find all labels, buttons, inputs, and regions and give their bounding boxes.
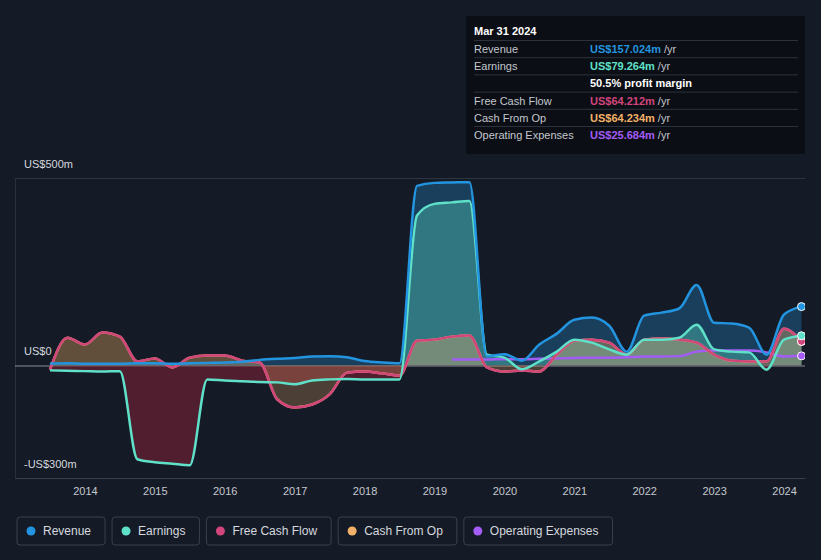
tooltip-title: Mar 31 2024 (474, 25, 537, 37)
legend-dot (216, 527, 225, 536)
tooltip-value: US$25.684m (590, 129, 655, 141)
tooltip-separator (474, 40, 798, 41)
legend-box[interactable] (206, 517, 331, 545)
legend-dot (473, 527, 482, 536)
earnings-area-negative (50, 366, 802, 466)
tooltip-value: US$64.212m (590, 95, 655, 107)
tooltip-unit: /yr (658, 60, 671, 72)
x-tick-label: 2017 (283, 485, 307, 497)
tooltip-label: Operating Expenses (474, 129, 574, 141)
x-tick-label: 2015 (143, 485, 167, 497)
legend-item[interactable]: Operating Expenses (464, 517, 613, 545)
cash-from-op-line (50, 329, 802, 408)
legend-label: Revenue (43, 524, 91, 538)
plot-marks (50, 182, 805, 465)
x-tick: 2020 (493, 478, 517, 497)
legend-dot (27, 527, 36, 536)
y-gridline (15, 178, 805, 179)
legend-dot (122, 527, 131, 536)
x-tick: 2024 (772, 478, 796, 497)
earnings-line (50, 201, 802, 465)
legend-dot (348, 527, 357, 536)
x-tick: 2015 (143, 478, 167, 497)
x-tick: 2023 (702, 478, 726, 497)
tooltip-separator (474, 126, 798, 127)
y-tick-label: US$500m (24, 158, 73, 170)
legend-item[interactable]: Revenue (17, 517, 105, 545)
tooltip-label: Revenue (474, 43, 518, 55)
legend: Revenue Earnings Free Cash Flow Cash From O… (17, 517, 613, 545)
tooltip-label: Cash From Op (474, 112, 546, 124)
x-axis: 2014 2015 2016 2017 2018 2019 2020 2021 2022 2023… (16, 478, 806, 497)
tooltip-unit: /yr (658, 95, 671, 107)
chart-svg: -US$300mUS$0US$500m201420152016201720182… (0, 0, 821, 560)
tooltip-value: US$79.264m (590, 60, 655, 72)
legend-label: Operating Expenses (490, 524, 599, 538)
y-tick: US$500m (15, 158, 805, 179)
x-axis-line (16, 478, 806, 479)
legend-label: Earnings (138, 524, 185, 538)
legend-item[interactable]: Cash From Op (338, 517, 457, 545)
tooltip-label: Earnings (474, 60, 518, 72)
tooltip-separator (474, 109, 798, 110)
tooltip-value: US$64.234m (590, 112, 655, 124)
tooltip-separator (474, 92, 798, 93)
tooltip-separator (474, 74, 798, 75)
legend-box[interactable] (464, 517, 613, 545)
earnings-area-positive (50, 201, 802, 366)
legend-label: Free Cash Flow (232, 524, 317, 538)
x-tick-label: 2020 (493, 485, 517, 497)
tooltip-label: Free Cash Flow (474, 95, 552, 107)
x-tick-label: 2021 (563, 485, 587, 497)
cash-from-op-area-positive (50, 329, 802, 366)
x-tick-label: 2022 (632, 485, 656, 497)
end-marker (798, 303, 805, 311)
chart-container: -US$300mUS$0US$500m201420152016201720182… (0, 0, 821, 560)
tooltip-unit: /yr (664, 43, 677, 55)
x-tick-label: 2019 (423, 485, 447, 497)
end-marker (798, 352, 805, 360)
y-axis: -US$300m US$0 US$500m (15, 158, 805, 479)
legend-item[interactable]: Free Cash Flow (206, 517, 331, 545)
free-cash-flow-line (50, 329, 802, 408)
x-tick: 2022 (632, 478, 656, 497)
y-tick: -US$300m (15, 458, 805, 479)
x-tick-label: 2023 (702, 485, 726, 497)
y-tick-label: US$0 (24, 345, 52, 357)
legend-item[interactable]: Earnings (112, 517, 199, 545)
x-tick: 2016 (213, 478, 237, 497)
tooltip-value: US$157.024m (590, 43, 661, 55)
x-tick: 2021 (563, 478, 587, 497)
x-tick-label: 2024 (772, 485, 796, 497)
tooltip-value: 50.5% profit margin (590, 77, 692, 89)
x-tick-label: 2014 (73, 485, 97, 497)
y-tick-label: -US$300m (24, 458, 77, 470)
x-tick: 2014 (73, 478, 97, 497)
cash-from-op-area-negative (50, 366, 802, 408)
background (0, 0, 821, 560)
revenue-line (50, 182, 802, 364)
legend-label: Cash From Op (364, 524, 443, 538)
x-tick-label: 2016 (213, 485, 237, 497)
legend-box[interactable] (17, 517, 105, 545)
y-gridline (15, 478, 805, 479)
y-axis-line (16, 179, 806, 479)
x-tick-label: 2018 (353, 485, 377, 497)
legend-box[interactable] (112, 517, 199, 545)
tooltip-unit: /yr (658, 129, 671, 141)
x-tick: 2017 (283, 478, 307, 497)
x-tick: 2018 (353, 478, 377, 497)
x-tick: 2019 (423, 478, 447, 497)
tooltip-unit: /yr (658, 112, 671, 124)
end-marker (798, 332, 805, 340)
legend-box[interactable] (338, 517, 457, 545)
tooltip-background (466, 16, 805, 154)
tooltip-separator (474, 57, 798, 58)
tooltip-box: Mar 31 2024 Revenue US$157.024m/yr Earnings… (466, 16, 805, 154)
